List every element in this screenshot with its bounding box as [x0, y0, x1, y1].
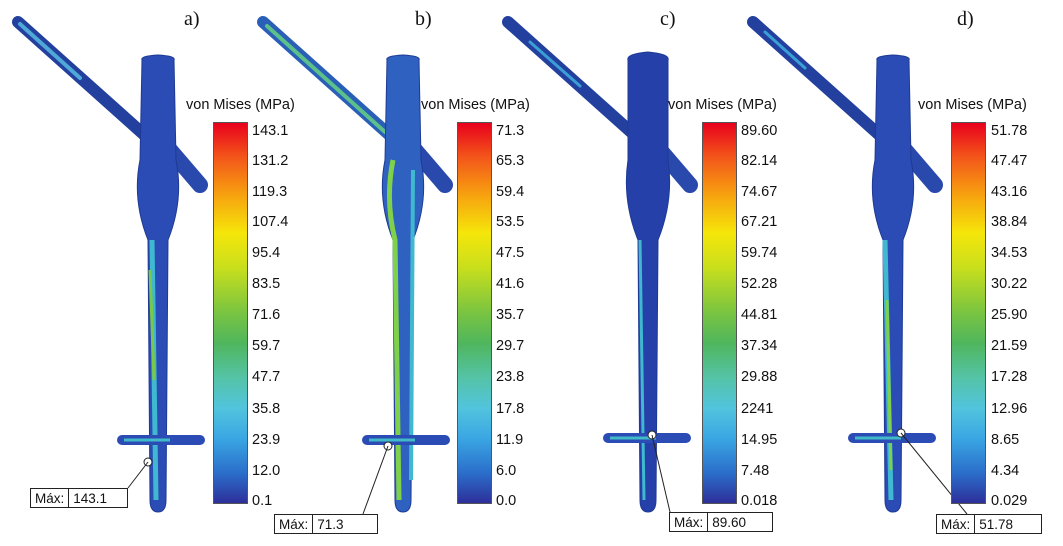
panel-b: b) von Mises (MPa) 71.3 65.3 59.4 53.5 4… — [245, 0, 530, 546]
fixator-model-b — [257, 16, 453, 515]
tick-label: 29.7 — [496, 338, 525, 354]
tick-label: 29.88 — [741, 369, 778, 385]
panel-label-b: b) — [415, 8, 432, 30]
max-label: Máx: — [670, 513, 709, 531]
tick-label: 0.018 — [741, 493, 778, 509]
tick-label: 2241 — [741, 401, 774, 417]
tick-label: 6.0 — [496, 463, 517, 479]
tick-label: 71.6 — [252, 307, 281, 323]
tick-label: 131.2 — [252, 153, 289, 169]
tick-label: 71.3 — [496, 123, 525, 139]
tick-label: 23.9 — [252, 432, 281, 448]
tick-label: 17.28 — [991, 369, 1028, 385]
tick-label: 67.21 — [741, 214, 778, 230]
main-shaft-d — [871, 54, 915, 513]
tick-label: 12.96 — [991, 401, 1028, 417]
panel-a: a) von Mises (MPa) 143.1 131.2 119.3 107… — [0, 0, 295, 546]
diagonal-rod-a — [12, 16, 156, 146]
colorbar-b — [457, 122, 492, 504]
tick-label: 43.16 — [991, 184, 1028, 200]
tick-label: 143.1 — [252, 123, 289, 139]
colorbar-title-d: von Mises (MPa) — [918, 97, 1027, 113]
max-value-box-c: Máx: 89.60 — [669, 512, 773, 532]
panel-d: d) von Mises (MPa) 51.78 47.47 43.16 38.… — [735, 0, 1042, 546]
tick-label: 35.8 — [252, 401, 281, 417]
tick-label: 38.84 — [991, 214, 1028, 230]
stress-band-c — [638, 239, 646, 501]
max-label: Máx: — [937, 515, 976, 533]
main-shaft-c — [625, 51, 671, 513]
tick-label: 7.48 — [741, 463, 770, 479]
main-shaft-a — [136, 54, 180, 513]
tick-label: 82.14 — [741, 153, 778, 169]
panel-label-c: c) — [660, 8, 676, 30]
tick-label: 21.59 — [991, 338, 1028, 354]
tick-label: 23.8 — [496, 369, 525, 385]
max-value: 71.3 — [317, 516, 344, 532]
tick-label: 59.74 — [741, 245, 778, 261]
tick-label: 47.7 — [252, 369, 281, 385]
tick-label: 34.53 — [991, 245, 1028, 261]
fixator-model-c — [502, 16, 698, 513]
tick-label: 0.1 — [252, 493, 273, 509]
colorbar-title-b: von Mises (MPa) — [421, 97, 530, 113]
max-value-box-a: Máx: 143.1 — [30, 488, 128, 508]
max-label: Máx: — [275, 515, 314, 533]
tick-label: 65.3 — [496, 153, 525, 169]
tick-label: 59.4 — [496, 184, 525, 200]
tick-label: 8.65 — [991, 432, 1020, 448]
diagonal-rod-d — [747, 16, 891, 146]
max-value: 143.1 — [73, 490, 108, 506]
tick-label: 11.9 — [496, 432, 524, 448]
tick-label: 4.34 — [991, 463, 1020, 479]
max-value-box-b: Máx: 71.3 — [274, 514, 378, 534]
panel-label-a: a) — [184, 8, 200, 30]
tick-label: 59.7 — [252, 338, 281, 354]
tick-label: 47.5 — [496, 245, 525, 261]
panel-label-d: d) — [957, 8, 974, 30]
fixator-model-d — [747, 16, 968, 515]
panel-c: c) von Mises (MPa) 89.60 82.14 74.67 67.… — [490, 0, 777, 546]
tick-label: 83.5 — [252, 276, 281, 292]
tick-label: 44.81 — [741, 307, 778, 323]
tick-label: 0.0 — [496, 493, 517, 509]
tick-label: 17.8 — [496, 401, 525, 417]
fixator-model-a — [12, 16, 208, 513]
tick-label: 89.60 — [741, 123, 778, 139]
tick-label: 35.7 — [496, 307, 525, 323]
tick-label: 47.47 — [991, 153, 1028, 169]
tick-label: 53.5 — [496, 214, 525, 230]
colorbar-a — [213, 122, 248, 504]
tick-label: 107.4 — [252, 214, 289, 230]
stress-band-b — [386, 159, 402, 501]
max-label: Máx: — [31, 489, 70, 507]
diagonal-rod-b — [257, 16, 401, 146]
tick-label: 37.34 — [741, 338, 778, 354]
diagonal-rod-c — [502, 16, 646, 146]
colorbar-title-c: von Mises (MPa) — [668, 97, 777, 113]
tick-label: 0.029 — [991, 493, 1028, 509]
tick-label: 25.90 — [991, 307, 1028, 323]
tick-label: 52.28 — [741, 276, 778, 292]
max-value-box-d: Máx: 51.78 — [936, 514, 1042, 534]
tick-label: 119.3 — [252, 184, 288, 200]
colorbar-title-a: von Mises (MPa) — [186, 97, 295, 113]
tick-label: 12.0 — [252, 463, 281, 479]
tick-label: 41.6 — [496, 276, 525, 292]
tick-label: 14.95 — [741, 432, 778, 448]
colorbar-d — [951, 122, 986, 504]
tick-label: 30.22 — [991, 276, 1028, 292]
tick-label: 74.67 — [741, 184, 778, 200]
tick-label: 95.4 — [252, 245, 281, 261]
tick-label: 51.78 — [991, 123, 1028, 139]
colorbar-c — [702, 122, 737, 504]
max-value: 51.78 — [979, 516, 1014, 532]
max-value: 89.60 — [712, 514, 747, 530]
